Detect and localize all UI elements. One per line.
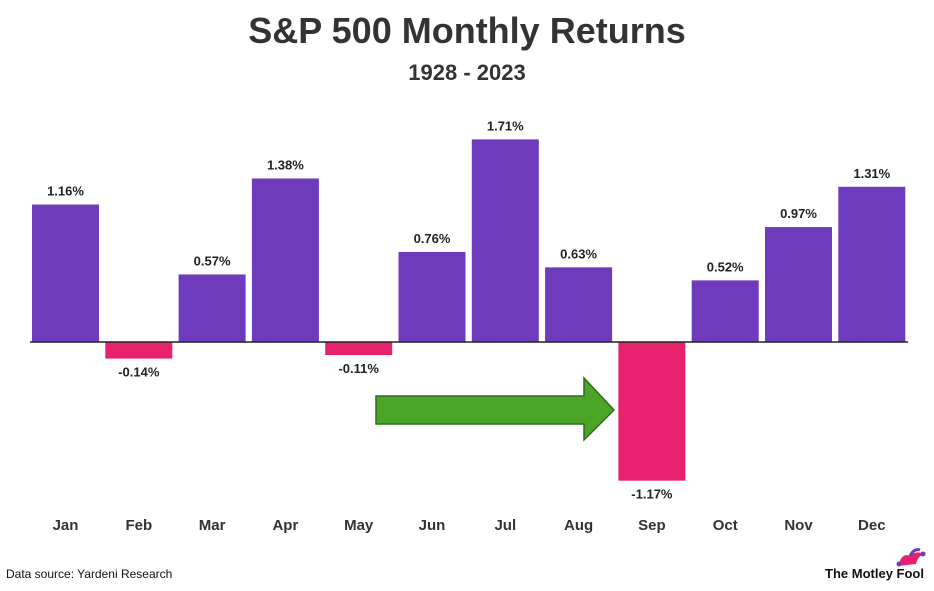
category-label-apr: Apr [272, 517, 298, 534]
data-label-sep: -1.17% [631, 487, 673, 502]
bar-mar [178, 274, 246, 342]
data-label-may: -0.11% [338, 361, 379, 376]
data-label-jan: 1.16% [47, 184, 84, 199]
category-label-feb: Feb [125, 517, 152, 534]
data-label-jul: 1.71% [487, 118, 524, 133]
bar-jul [471, 139, 539, 342]
data-label-dec: 1.31% [853, 166, 890, 181]
category-label-sep: Sep [638, 517, 666, 534]
bar-dec [838, 186, 906, 342]
data-label-oct: 0.52% [707, 259, 744, 274]
category-label-nov: Nov [784, 517, 813, 534]
data-label-aug: 0.63% [560, 246, 597, 261]
category-label-may: May [344, 517, 374, 534]
annotation-arrow-icon [375, 376, 616, 442]
data-label-jun: 0.76% [414, 231, 451, 246]
bar-nov [765, 227, 832, 342]
category-label-oct: Oct [713, 517, 738, 534]
bar-aug [545, 267, 613, 342]
category-label-mar: Mar [199, 517, 226, 534]
category-label-jan: Jan [53, 517, 79, 534]
bar-jan [32, 204, 99, 342]
bar-feb [105, 342, 173, 359]
category-label-jul: Jul [494, 517, 516, 534]
category-label-dec: Dec [858, 517, 886, 534]
data-source-note: Data source: Yardeni Research [6, 567, 173, 581]
bar-apr [251, 178, 319, 342]
data-label-nov: 0.97% [780, 206, 817, 221]
data-label-mar: 0.57% [194, 253, 231, 268]
category-label-aug: Aug [564, 517, 593, 534]
bar-may [325, 342, 393, 356]
jester-cap-icon [896, 548, 926, 567]
category-label-jun: Jun [419, 517, 446, 534]
chart-title: S&P 500 Monthly Returns [248, 10, 686, 51]
bar-jun [398, 251, 466, 342]
brand-logo: The Motley Fool [825, 566, 924, 581]
bar-oct [691, 280, 759, 342]
data-label-apr: 1.38% [267, 157, 304, 172]
chart-subtitle: 1928 - 2023 [408, 60, 526, 85]
data-label-feb: -0.14% [118, 365, 160, 380]
bar-sep [618, 342, 686, 481]
